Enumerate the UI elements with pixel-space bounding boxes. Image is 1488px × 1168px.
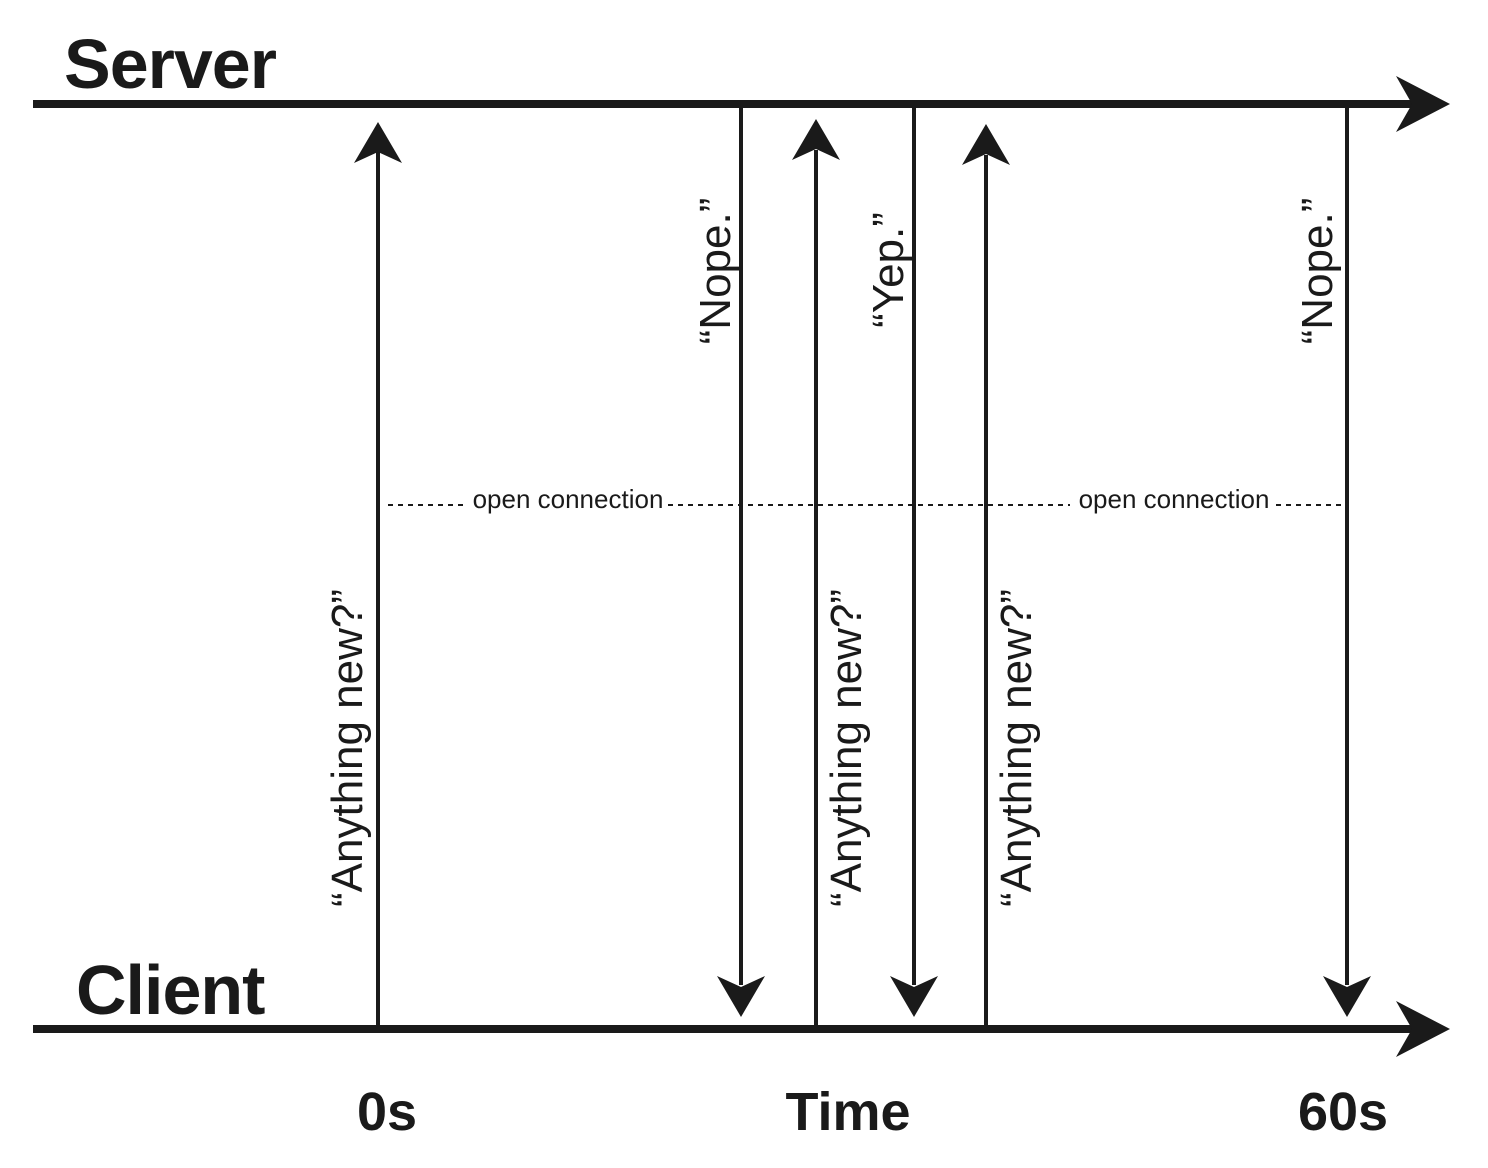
- client-timeline: [33, 1001, 1450, 1057]
- response-label-3: “Nope.”: [1293, 198, 1342, 345]
- response-arrow-2: [890, 108, 938, 1017]
- response-label-2: “Yep.”: [864, 212, 913, 328]
- time-start-label: 0s: [357, 1082, 417, 1142]
- server-timeline: [33, 76, 1450, 132]
- request-label-3: “Anything new?”: [992, 589, 1041, 907]
- request-arrow-1: [354, 122, 402, 1025]
- open-connection-label-2: open connection: [1079, 484, 1270, 514]
- client-label: Client: [76, 951, 265, 1029]
- request-arrow-3: [962, 124, 1010, 1025]
- response-arrow-3: [1323, 108, 1371, 1017]
- request-arrow-2: [792, 119, 840, 1025]
- response-label-1: “Nope.”: [691, 198, 740, 345]
- open-connection-label-1: open connection: [473, 484, 664, 514]
- response-arrow-1: [717, 108, 765, 1017]
- time-axis-label: Time: [785, 1082, 910, 1142]
- request-label-1: “Anything new?”: [323, 589, 372, 907]
- server-label: Server: [64, 25, 277, 103]
- request-label-2: “Anything new?”: [822, 589, 871, 907]
- time-end-label: 60s: [1298, 1082, 1388, 1142]
